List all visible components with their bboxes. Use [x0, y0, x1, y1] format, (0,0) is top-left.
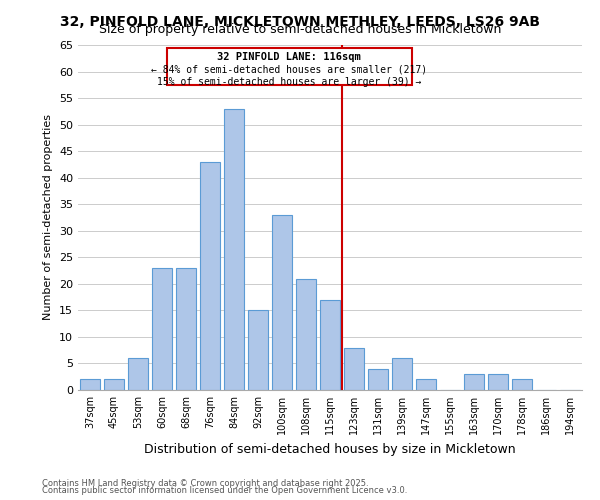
Bar	[488, 374, 508, 390]
Bar	[272, 215, 292, 390]
Bar	[128, 358, 148, 390]
Bar	[320, 300, 340, 390]
Bar	[392, 358, 412, 390]
Bar	[80, 380, 100, 390]
Y-axis label: Number of semi-detached properties: Number of semi-detached properties	[43, 114, 53, 320]
Text: Contains HM Land Registry data © Crown copyright and database right 2025.: Contains HM Land Registry data © Crown c…	[42, 478, 368, 488]
Bar	[296, 278, 316, 390]
Bar	[344, 348, 364, 390]
Bar	[200, 162, 220, 390]
Bar	[368, 369, 388, 390]
Bar	[224, 108, 244, 390]
Bar	[464, 374, 484, 390]
Bar	[104, 380, 124, 390]
Bar	[416, 380, 436, 390]
Bar	[152, 268, 172, 390]
Bar	[512, 380, 532, 390]
Text: 15% of semi-detached houses are larger (39) →: 15% of semi-detached houses are larger (…	[157, 77, 421, 87]
Text: 32 PINFOLD LANE: 116sqm: 32 PINFOLD LANE: 116sqm	[217, 52, 361, 62]
FancyBboxPatch shape	[167, 48, 412, 85]
Text: Size of property relative to semi-detached houses in Mickletown: Size of property relative to semi-detach…	[99, 22, 501, 36]
X-axis label: Distribution of semi-detached houses by size in Mickletown: Distribution of semi-detached houses by …	[144, 442, 516, 456]
Text: Contains public sector information licensed under the Open Government Licence v3: Contains public sector information licen…	[42, 486, 407, 495]
Bar	[176, 268, 196, 390]
Text: ← 84% of semi-detached houses are smaller (217): ← 84% of semi-detached houses are smalle…	[151, 64, 427, 74]
Text: 32, PINFOLD LANE, MICKLETOWN METHLEY, LEEDS, LS26 9AB: 32, PINFOLD LANE, MICKLETOWN METHLEY, LE…	[60, 15, 540, 29]
Bar	[248, 310, 268, 390]
